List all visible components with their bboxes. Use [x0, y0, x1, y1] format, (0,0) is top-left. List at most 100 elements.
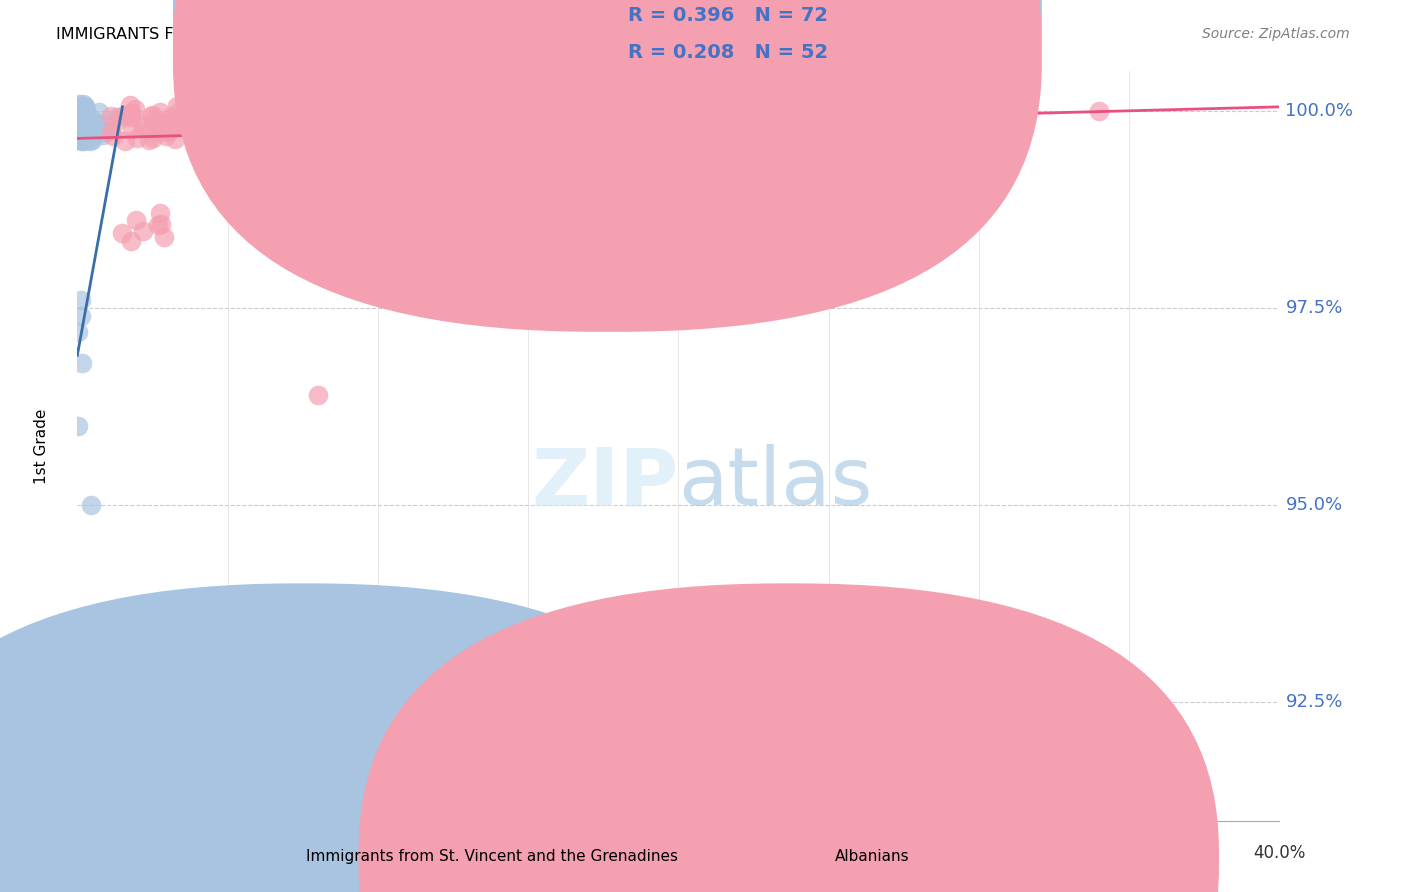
- Point: [143, 115, 166, 129]
- Point: [77, 113, 100, 128]
- Point: [159, 110, 181, 124]
- Point: [69, 293, 91, 307]
- Point: [486, 301, 509, 315]
- Point: [142, 130, 165, 145]
- Point: [66, 419, 89, 434]
- Text: IMMIGRANTS FROM ST. VINCENT AND THE GRENADINES VS ALBANIAN 1ST GRADE CORRELATION: IMMIGRANTS FROM ST. VINCENT AND THE GREN…: [56, 27, 894, 42]
- Point: [69, 100, 91, 114]
- Text: 1st Grade: 1st Grade: [34, 409, 49, 483]
- Point: [1088, 103, 1111, 118]
- Point: [82, 129, 104, 144]
- Text: 95.0%: 95.0%: [1285, 496, 1343, 514]
- Point: [139, 124, 162, 138]
- Point: [105, 110, 128, 124]
- Point: [67, 105, 90, 120]
- Text: 40.0%: 40.0%: [1253, 845, 1306, 863]
- Point: [82, 117, 104, 131]
- Point: [146, 218, 169, 232]
- Point: [79, 123, 101, 137]
- Point: [75, 102, 97, 116]
- Point: [75, 99, 97, 113]
- Point: [172, 112, 194, 126]
- Point: [165, 132, 187, 146]
- Point: [166, 114, 188, 128]
- Point: [79, 134, 101, 148]
- Point: [121, 107, 143, 121]
- Point: [70, 129, 93, 144]
- Point: [93, 128, 115, 142]
- Point: [70, 122, 93, 136]
- Text: ZIP: ZIP: [531, 444, 679, 523]
- Point: [94, 125, 117, 139]
- Point: [82, 126, 104, 140]
- Point: [149, 104, 172, 119]
- Point: [69, 134, 91, 148]
- Point: [69, 114, 91, 128]
- Text: 0.0%: 0.0%: [56, 845, 98, 863]
- Point: [77, 124, 100, 138]
- Point: [67, 121, 90, 136]
- Point: [66, 123, 89, 137]
- Point: [76, 116, 98, 130]
- Point: [141, 109, 163, 123]
- Point: [72, 133, 94, 147]
- Text: 92.5%: 92.5%: [1285, 693, 1343, 711]
- Point: [80, 133, 103, 147]
- Point: [70, 131, 93, 145]
- Point: [150, 217, 173, 231]
- Point: [82, 123, 104, 137]
- Point: [125, 212, 148, 227]
- Text: R = 0.208   N = 52: R = 0.208 N = 52: [628, 43, 828, 62]
- Point: [69, 113, 91, 128]
- Point: [166, 99, 188, 113]
- Point: [112, 107, 135, 121]
- Point: [67, 106, 90, 120]
- Point: [107, 113, 129, 128]
- Point: [134, 119, 156, 133]
- Point: [72, 96, 94, 111]
- Point: [111, 226, 134, 240]
- Point: [73, 133, 96, 147]
- Point: [79, 119, 101, 133]
- Point: [181, 101, 204, 115]
- Point: [67, 96, 90, 111]
- Point: [149, 206, 172, 220]
- Point: [155, 128, 177, 143]
- Point: [73, 134, 96, 148]
- Point: [132, 224, 155, 238]
- Point: [87, 104, 110, 119]
- Point: [66, 113, 89, 128]
- Text: R = 0.396   N = 72: R = 0.396 N = 72: [628, 5, 828, 25]
- Point: [67, 112, 90, 126]
- Point: [79, 128, 101, 143]
- Point: [86, 120, 108, 135]
- Point: [70, 131, 93, 145]
- Point: [167, 104, 190, 119]
- Point: [120, 105, 142, 120]
- Text: Source: ZipAtlas.com: Source: ZipAtlas.com: [1202, 27, 1350, 41]
- Point: [83, 122, 105, 136]
- Point: [73, 117, 96, 131]
- Point: [76, 112, 98, 127]
- Point: [87, 120, 110, 135]
- Point: [67, 325, 90, 339]
- Point: [131, 119, 153, 133]
- Point: [166, 120, 188, 135]
- Point: [75, 127, 97, 141]
- Text: 97.5%: 97.5%: [1285, 299, 1343, 317]
- Point: [82, 113, 104, 128]
- Point: [173, 117, 195, 131]
- Point: [70, 309, 93, 323]
- Point: [307, 388, 329, 402]
- Point: [146, 121, 169, 136]
- Point: [70, 112, 93, 127]
- Point: [124, 102, 146, 116]
- Point: [73, 99, 96, 113]
- Point: [67, 133, 90, 147]
- Point: [73, 115, 96, 129]
- Point: [66, 110, 89, 124]
- Point: [67, 101, 90, 115]
- Point: [76, 112, 98, 126]
- Point: [100, 124, 122, 138]
- Text: 100.0%: 100.0%: [1285, 102, 1354, 120]
